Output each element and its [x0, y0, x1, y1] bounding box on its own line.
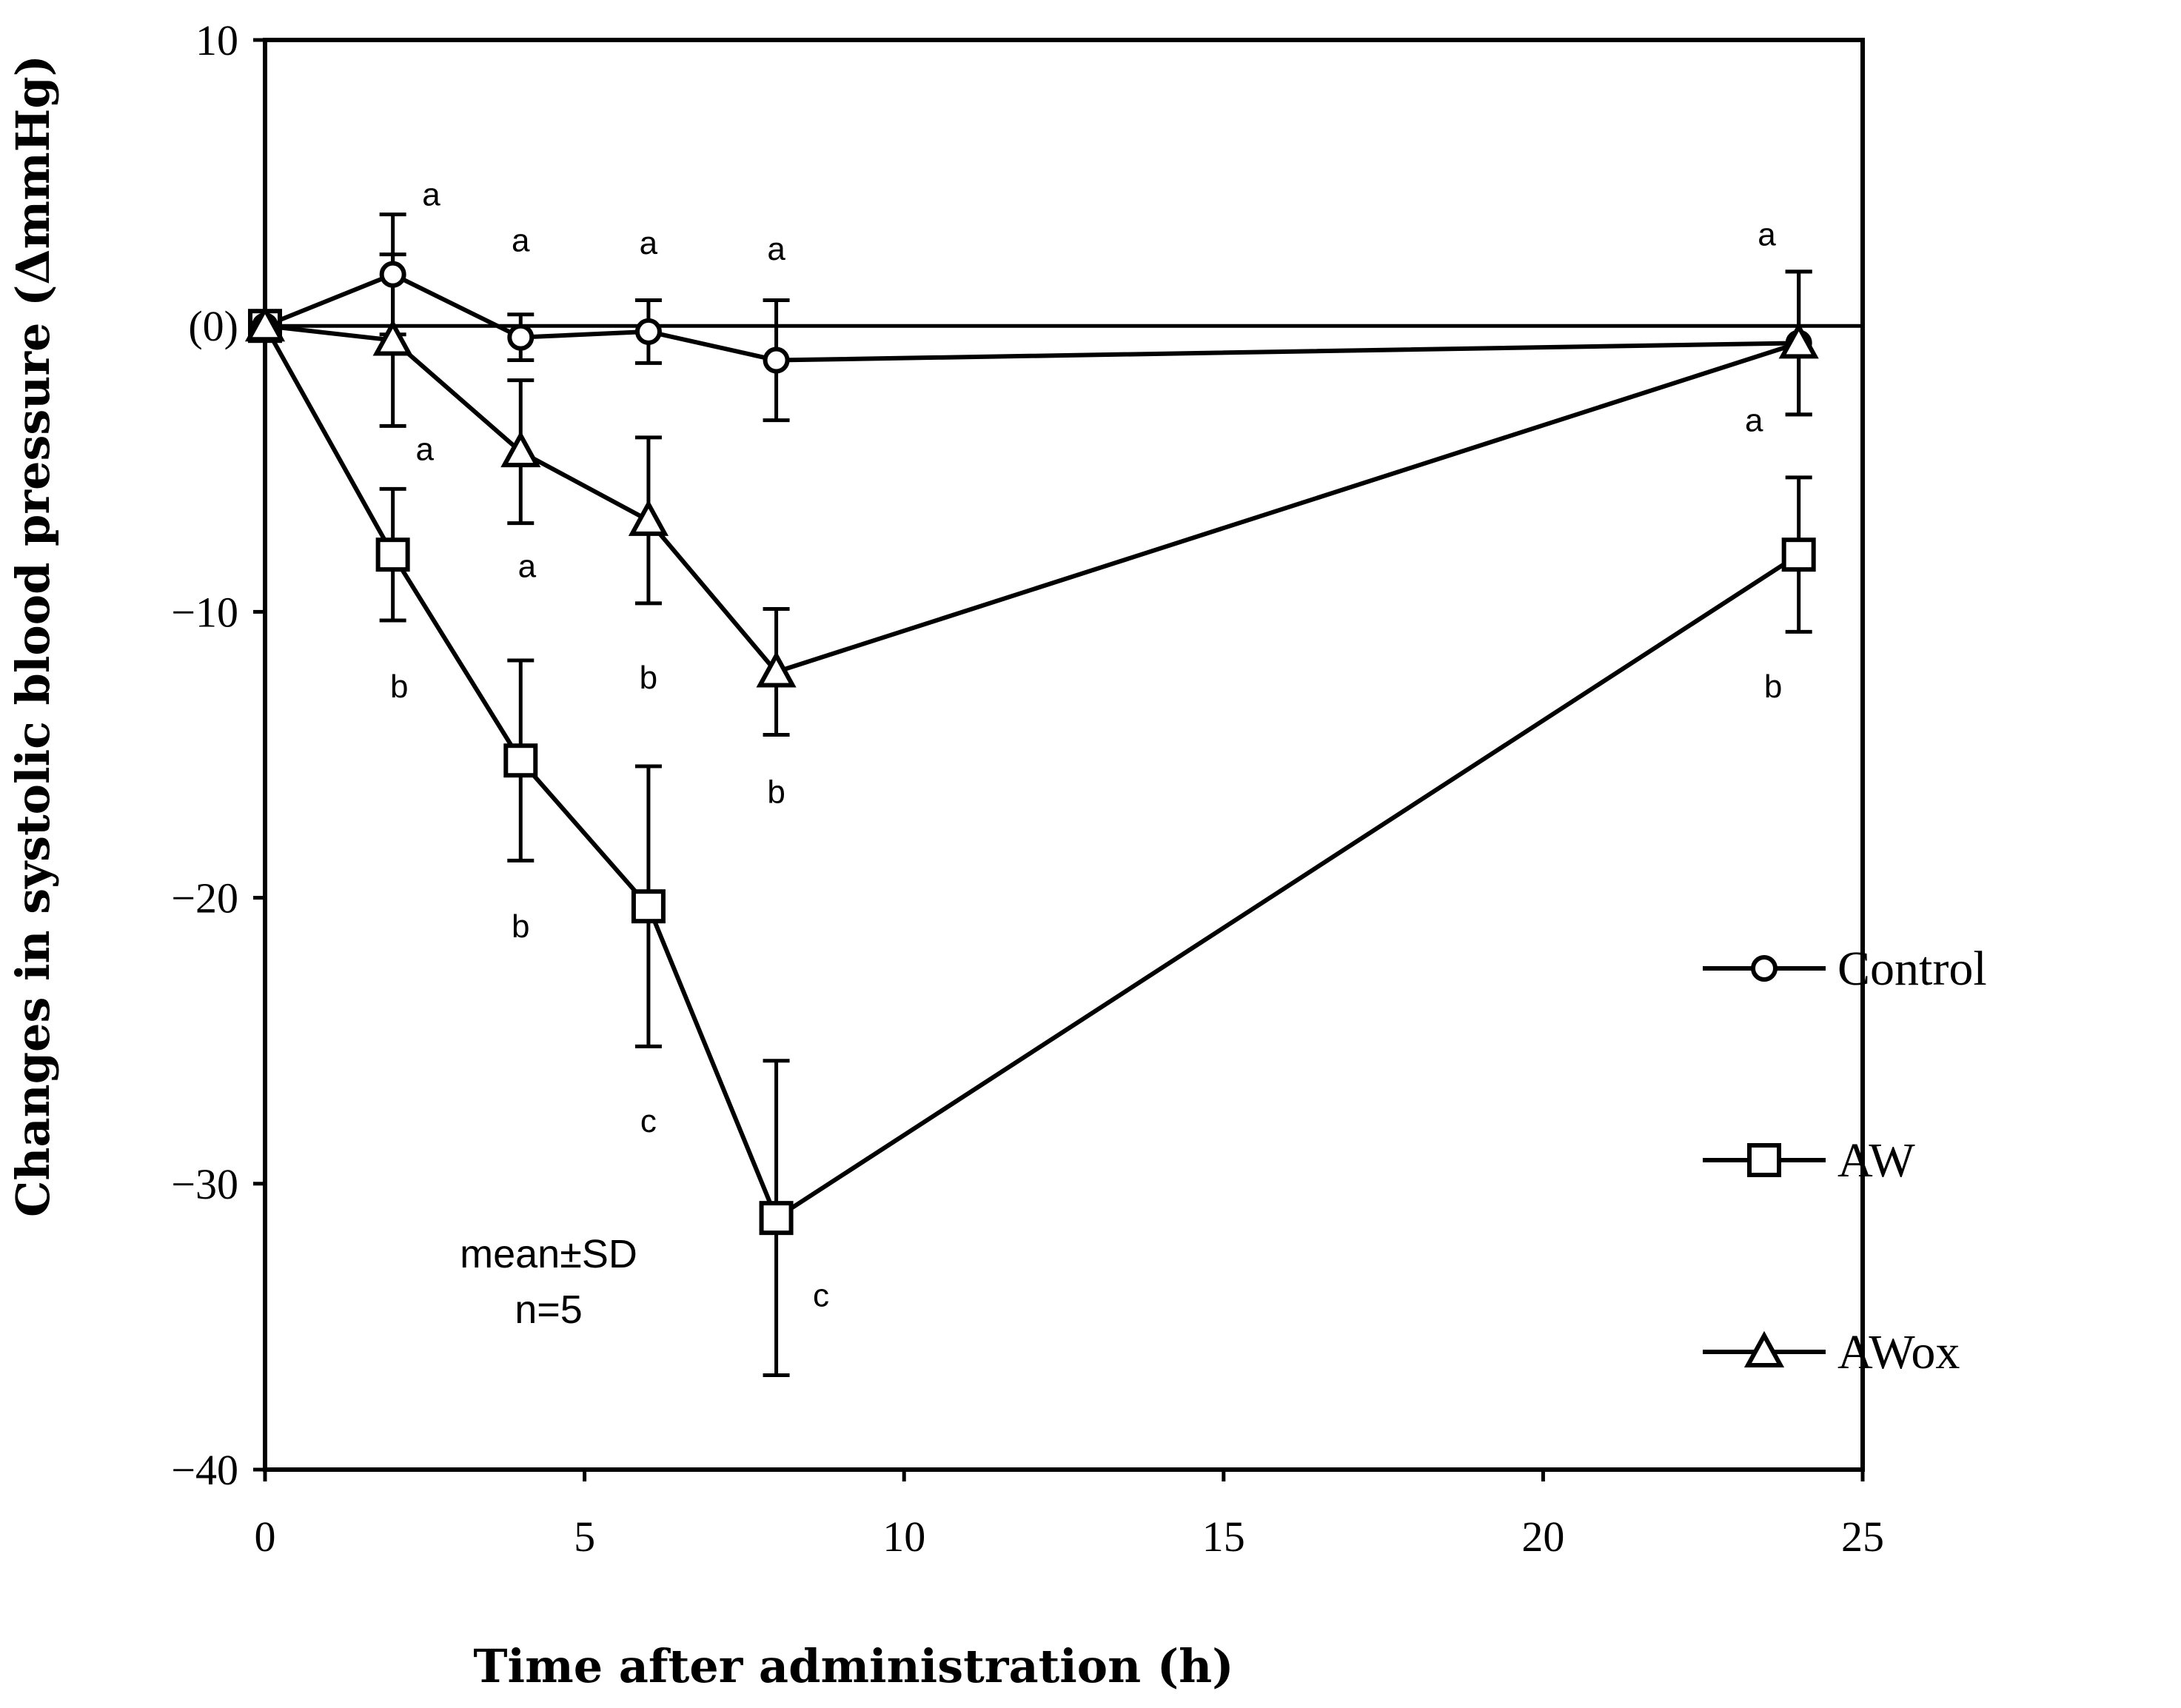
significance-letter: a — [518, 549, 537, 585]
data-point-control — [379, 261, 406, 288]
series-line-control — [264, 272, 1799, 363]
legend-marker-awox — [1743, 1330, 1785, 1367]
x-tick-label: 25 — [1841, 1513, 1884, 1561]
data-point-aw — [631, 889, 666, 924]
legend-label-control: Control — [1837, 942, 1987, 996]
data-point-awox — [372, 319, 413, 356]
x-tick-label: 5 — [574, 1513, 595, 1561]
significance-letter: b — [390, 669, 408, 705]
note-mean-sd: mean±SD — [460, 1232, 637, 1276]
x-tick-label: 0 — [255, 1513, 276, 1561]
data-point-awox — [1778, 322, 1819, 359]
y-tick-label: −10 — [171, 588, 238, 636]
x-tick-label: 20 — [1521, 1513, 1564, 1561]
significance-letter: a — [512, 222, 530, 258]
y-tick-label: −30 — [171, 1160, 238, 1208]
significance-letter: a — [416, 431, 435, 467]
significance-letter: a — [767, 231, 785, 267]
y-axis-title: Changes in systolic blood pressure (ΔmmH… — [6, 55, 60, 1217]
significance-letter: a — [422, 177, 440, 213]
significance-letter: b — [1764, 669, 1782, 705]
legend-label-awox: AWox — [1837, 1325, 1960, 1379]
plot-frame — [263, 38, 1865, 1472]
data-point-aw — [503, 743, 538, 778]
legend-label-aw: AW — [1837, 1133, 1915, 1188]
y-tick-label: −20 — [171, 874, 238, 922]
data-point-aw — [375, 537, 410, 572]
significance-letter: a — [1758, 217, 1776, 253]
data-point-control — [763, 346, 790, 374]
legend-marker-aw — [1747, 1143, 1781, 1177]
significance-letter: b — [767, 774, 785, 811]
significance-letter: c — [640, 1103, 657, 1139]
note-n: n=5 — [515, 1287, 583, 1332]
legend-marker-control — [1751, 955, 1778, 982]
data-point-awox — [500, 430, 541, 468]
y-tick-label: −40 — [171, 1446, 238, 1494]
significance-letter: b — [640, 660, 657, 696]
y-tick-label: (0) — [188, 302, 238, 350]
series-line-aw — [263, 324, 1800, 1222]
series-line-awox — [264, 324, 1800, 674]
x-axis-title: Time after administration (h) — [473, 1639, 1233, 1693]
significance-letter: c — [813, 1277, 829, 1313]
x-tick-label: 15 — [1202, 1513, 1245, 1561]
data-point-awox — [244, 304, 286, 342]
data-point-aw — [759, 1201, 794, 1236]
y-tick-label: 10 — [195, 16, 238, 64]
data-point-control — [507, 324, 535, 351]
data-point-awox — [756, 651, 797, 688]
data-point-aw — [1781, 537, 1816, 572]
significance-letter: b — [512, 908, 529, 945]
significance-letter: a — [640, 225, 658, 261]
x-tick-label: 10 — [882, 1513, 925, 1561]
data-point-awox — [628, 499, 669, 536]
significance-letter: a — [1745, 403, 1763, 439]
data-point-control — [634, 318, 662, 345]
